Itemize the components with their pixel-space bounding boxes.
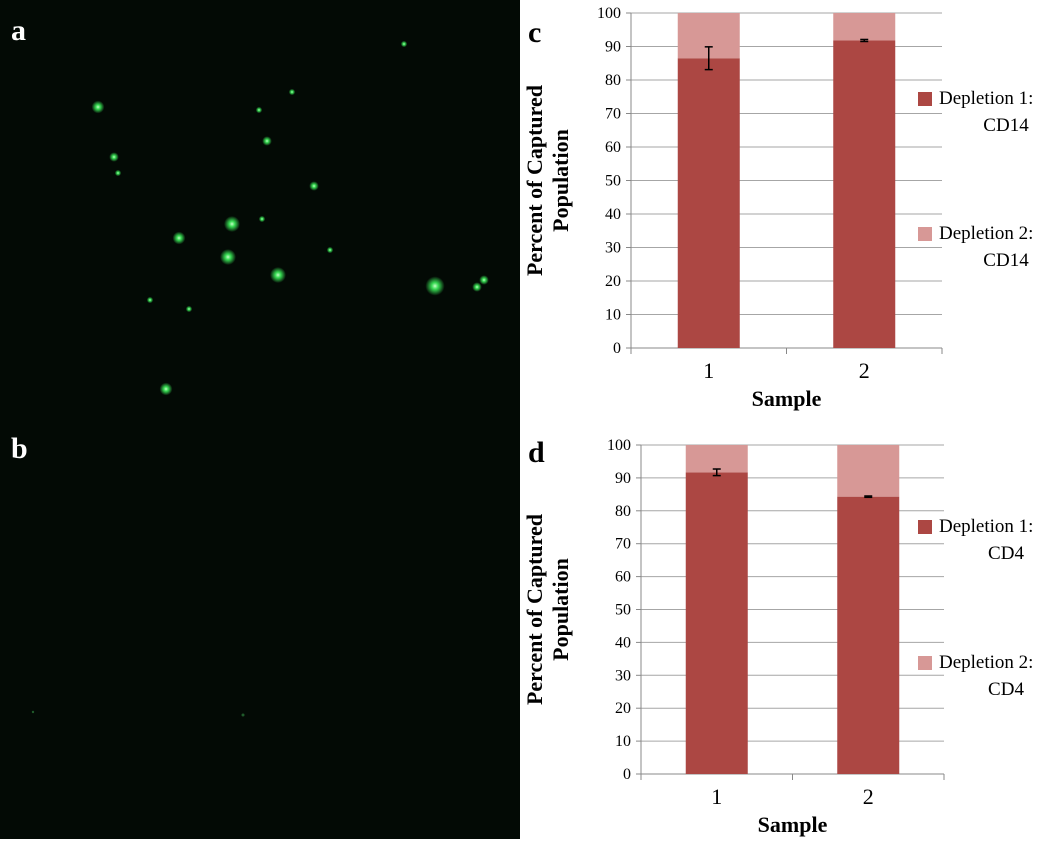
legend-label-line2: CD4 <box>988 679 1024 700</box>
x-axis-title: Sample <box>752 386 822 411</box>
y-axis-title-line2: Population <box>548 129 573 232</box>
fluorescent-cell <box>288 88 296 96</box>
fluorescent-cells-image <box>91 40 489 396</box>
fluorescent-cell <box>472 282 482 292</box>
chart-c: c 0 10 20 30 40 50 60 70 80 90 100 1 2 Sample Percent … <box>520 0 1050 420</box>
panel-label-c: c <box>528 16 542 49</box>
fluorescent-cell <box>159 382 173 396</box>
fluorescent-cell <box>262 136 272 146</box>
y-tick-label: 90 <box>605 39 621 56</box>
x-category-label: 1 <box>703 358 714 383</box>
y-tick-label: 70 <box>615 536 631 553</box>
y-tick-label: 50 <box>605 173 621 190</box>
y-tick-label: 60 <box>605 139 621 156</box>
fluorescent-cell <box>270 267 286 283</box>
chart-d: d 0 10 20 30 40 50 60 70 80 90 100 1 2 Sample Percent … <box>520 420 1050 839</box>
bar-segment-1 <box>837 496 900 774</box>
stacked-bar-chart-c: 0 10 20 30 40 50 60 70 80 90 100 1 2 Sample Percent of… <box>522 5 1033 411</box>
faint-cell <box>241 713 245 717</box>
y-tick-label: 10 <box>615 733 631 750</box>
y-axis-title-line1: Percent of Captured <box>522 514 547 705</box>
legend-label-line2: CD14 <box>983 250 1029 271</box>
y-tick-label: 100 <box>597 5 621 22</box>
bar-segment-2 <box>685 445 748 473</box>
y-tick-label: 30 <box>615 667 631 684</box>
legend-label-line1: Depletion 1: <box>939 88 1033 109</box>
fluorescent-cell <box>479 275 489 285</box>
panel-label-d: d <box>528 436 545 469</box>
legend-swatch-2 <box>918 227 932 241</box>
bar-segment-1 <box>677 58 740 348</box>
panel-label-a: a <box>11 14 26 47</box>
y-tick-label: 20 <box>605 273 621 290</box>
bar-segment-2 <box>837 445 900 497</box>
legend-label-line2: CD4 <box>988 543 1024 564</box>
fluorescent-cell <box>146 296 154 304</box>
fluorescent-cell <box>258 215 266 223</box>
y-tick-label: 70 <box>605 106 621 123</box>
fluorescent-cell <box>172 231 186 245</box>
x-axis-title: Sample <box>758 812 828 837</box>
fluorescent-cell <box>224 216 240 232</box>
fluorescent-cell <box>425 276 445 296</box>
y-tick-label: 80 <box>605 72 621 89</box>
y-tick-label: 20 <box>615 700 631 717</box>
stacked-bar-chart-d: 0 10 20 30 40 50 60 70 80 90 100 1 2 Sample Percent of… <box>522 437 1033 837</box>
y-tick-label: 10 <box>605 307 621 324</box>
micrograph-a: a <box>0 0 520 418</box>
bar-segment-2 <box>833 13 896 41</box>
x-category-label: 1 <box>711 784 722 809</box>
y-tick-label: 50 <box>615 602 631 619</box>
legend-swatch-2 <box>918 656 932 670</box>
fluorescent-cell <box>309 181 319 191</box>
y-tick-label: 0 <box>613 340 621 357</box>
faint-cell <box>31 710 35 714</box>
fluorescent-cell <box>400 40 408 48</box>
legend-label-line2: CD14 <box>983 115 1029 136</box>
y-tick-label: 40 <box>605 206 621 223</box>
legend-label-line1: Depletion 2: <box>939 223 1033 244</box>
legend-swatch-1 <box>918 520 932 534</box>
y-tick-label: 30 <box>605 240 621 257</box>
dark-field-image <box>31 710 245 717</box>
micrograph-b: b <box>0 418 520 839</box>
fluorescent-cell <box>185 305 193 313</box>
legend-label-line1: Depletion 1: <box>939 516 1033 537</box>
y-tick-label: 60 <box>615 569 631 586</box>
fluorescent-cell <box>114 169 122 177</box>
fluorescent-cell <box>220 249 236 265</box>
x-category-label: 2 <box>863 784 874 809</box>
y-axis-title-line1: Percent of Captured <box>522 85 547 276</box>
legend-label-line1: Depletion 2: <box>939 652 1033 673</box>
y-tick-label: 40 <box>615 634 631 651</box>
y-tick-label: 90 <box>615 470 631 487</box>
fluorescent-cell <box>255 106 263 114</box>
panel-label-b: b <box>11 432 28 465</box>
legend-swatch-1 <box>918 92 932 106</box>
y-axis-title-line2: Population <box>548 558 573 661</box>
fluorescent-cell <box>91 100 105 114</box>
fluorescent-cell <box>109 152 119 162</box>
bar-segment-1 <box>833 40 896 348</box>
fluorescent-cell <box>326 246 334 254</box>
x-category-label: 2 <box>859 358 870 383</box>
y-tick-label: 0 <box>623 766 631 783</box>
bar-segment-1 <box>685 472 748 774</box>
y-tick-label: 80 <box>615 503 631 520</box>
y-tick-label: 100 <box>607 437 631 454</box>
